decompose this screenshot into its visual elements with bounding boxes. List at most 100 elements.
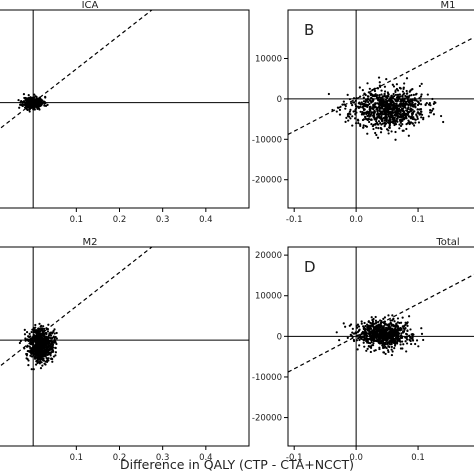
scatter-point (387, 336, 390, 339)
scatter-point (429, 111, 432, 114)
scatter-point (346, 114, 350, 118)
scatter-point (354, 103, 357, 106)
scatter-point (403, 105, 406, 108)
scatter-point (373, 89, 377, 93)
scatter-point (399, 98, 402, 101)
scatter-point (402, 330, 405, 333)
scatter-point (50, 347, 53, 350)
scatter-point (20, 103, 23, 107)
scatter-point (347, 119, 350, 122)
scatter-point (369, 321, 372, 324)
scatter-point (400, 332, 403, 335)
scatter-point (34, 323, 37, 327)
scatter-point (373, 349, 376, 352)
scatter-point (415, 339, 419, 342)
scatter-point (375, 108, 378, 111)
scatter-point (394, 123, 398, 126)
scatter-point (37, 327, 40, 330)
scatter-point (43, 353, 47, 356)
scatter-point (37, 358, 40, 361)
scatter-point (32, 96, 36, 99)
scatter-point (414, 93, 417, 96)
scatter-point (348, 110, 352, 113)
scatter-point (393, 347, 396, 350)
scatter-point (363, 92, 366, 95)
scatter-point (344, 104, 347, 108)
scatter-point (389, 328, 392, 331)
scatter-point (426, 93, 429, 96)
scatter-point (31, 336, 35, 340)
scatter-point (382, 351, 385, 354)
scatter-point (399, 105, 402, 108)
threshold-line (288, 36, 474, 135)
scatter-point (24, 337, 27, 340)
scatter-point (386, 323, 389, 326)
scatter-point (35, 100, 38, 103)
scatter-point (376, 94, 379, 97)
scatter-point (32, 368, 35, 371)
scatter-point (34, 363, 38, 366)
scatter-point (417, 112, 420, 115)
scatter-point (386, 96, 389, 99)
scatter-point (385, 337, 388, 340)
scatter-point (27, 102, 30, 106)
scatter-point (372, 116, 375, 119)
scatter-point (389, 319, 392, 322)
scatter-point (393, 320, 396, 323)
scatter-point (382, 108, 385, 111)
scatter-point (384, 108, 387, 111)
scatter-point (371, 344, 375, 347)
scatter-point (41, 344, 45, 347)
scatter-point (369, 350, 372, 354)
scatter-point (349, 323, 353, 326)
scatter-point (387, 132, 390, 135)
scatter-point (386, 91, 389, 94)
scatter-point (25, 101, 28, 104)
scatter-point (420, 110, 423, 113)
scatter-point (36, 106, 39, 109)
scatter-point (26, 344, 29, 347)
scatter-point (372, 123, 375, 126)
scatter-point (410, 94, 413, 97)
scatter-point (386, 109, 389, 112)
scatter-point (373, 111, 376, 114)
scatter-point (411, 334, 414, 337)
scatter-point (399, 113, 403, 116)
scatter-point (33, 103, 36, 106)
scatter-point (381, 101, 384, 104)
scatter-point (360, 337, 363, 340)
scatter-point (351, 104, 354, 107)
scatter-point (388, 117, 391, 120)
scatter-point (422, 118, 425, 121)
scatter-point (394, 105, 397, 108)
scatter-point (366, 105, 369, 108)
scatter-point (383, 121, 386, 124)
scatter-point (338, 108, 342, 111)
scatter-point (32, 343, 35, 346)
scatter-point (49, 345, 52, 348)
scatter-point (378, 93, 381, 97)
scatter-point (344, 325, 347, 328)
scatter-point (410, 107, 413, 111)
scatter-point (358, 338, 361, 342)
scatter-point (405, 109, 408, 112)
scatter-point (396, 109, 400, 112)
scatter-point (406, 335, 409, 338)
scatter-point (419, 99, 422, 102)
x-tick-label: 0.4 (199, 453, 213, 463)
scatter-point (28, 110, 31, 113)
scatter-point (46, 330, 50, 333)
scatter-point (398, 86, 401, 89)
scatter-point (369, 93, 372, 97)
scatter-point (380, 342, 383, 345)
scatter-point (349, 113, 352, 116)
scatter-point (418, 97, 421, 100)
scatter-point (372, 88, 376, 91)
scatter-point (365, 125, 369, 128)
scatter-point (34, 340, 37, 343)
scatter-point (47, 335, 50, 338)
scatter-point (385, 103, 388, 106)
scatter-point (361, 111, 364, 114)
scatter-point (34, 330, 37, 333)
scatter-point (387, 326, 390, 329)
